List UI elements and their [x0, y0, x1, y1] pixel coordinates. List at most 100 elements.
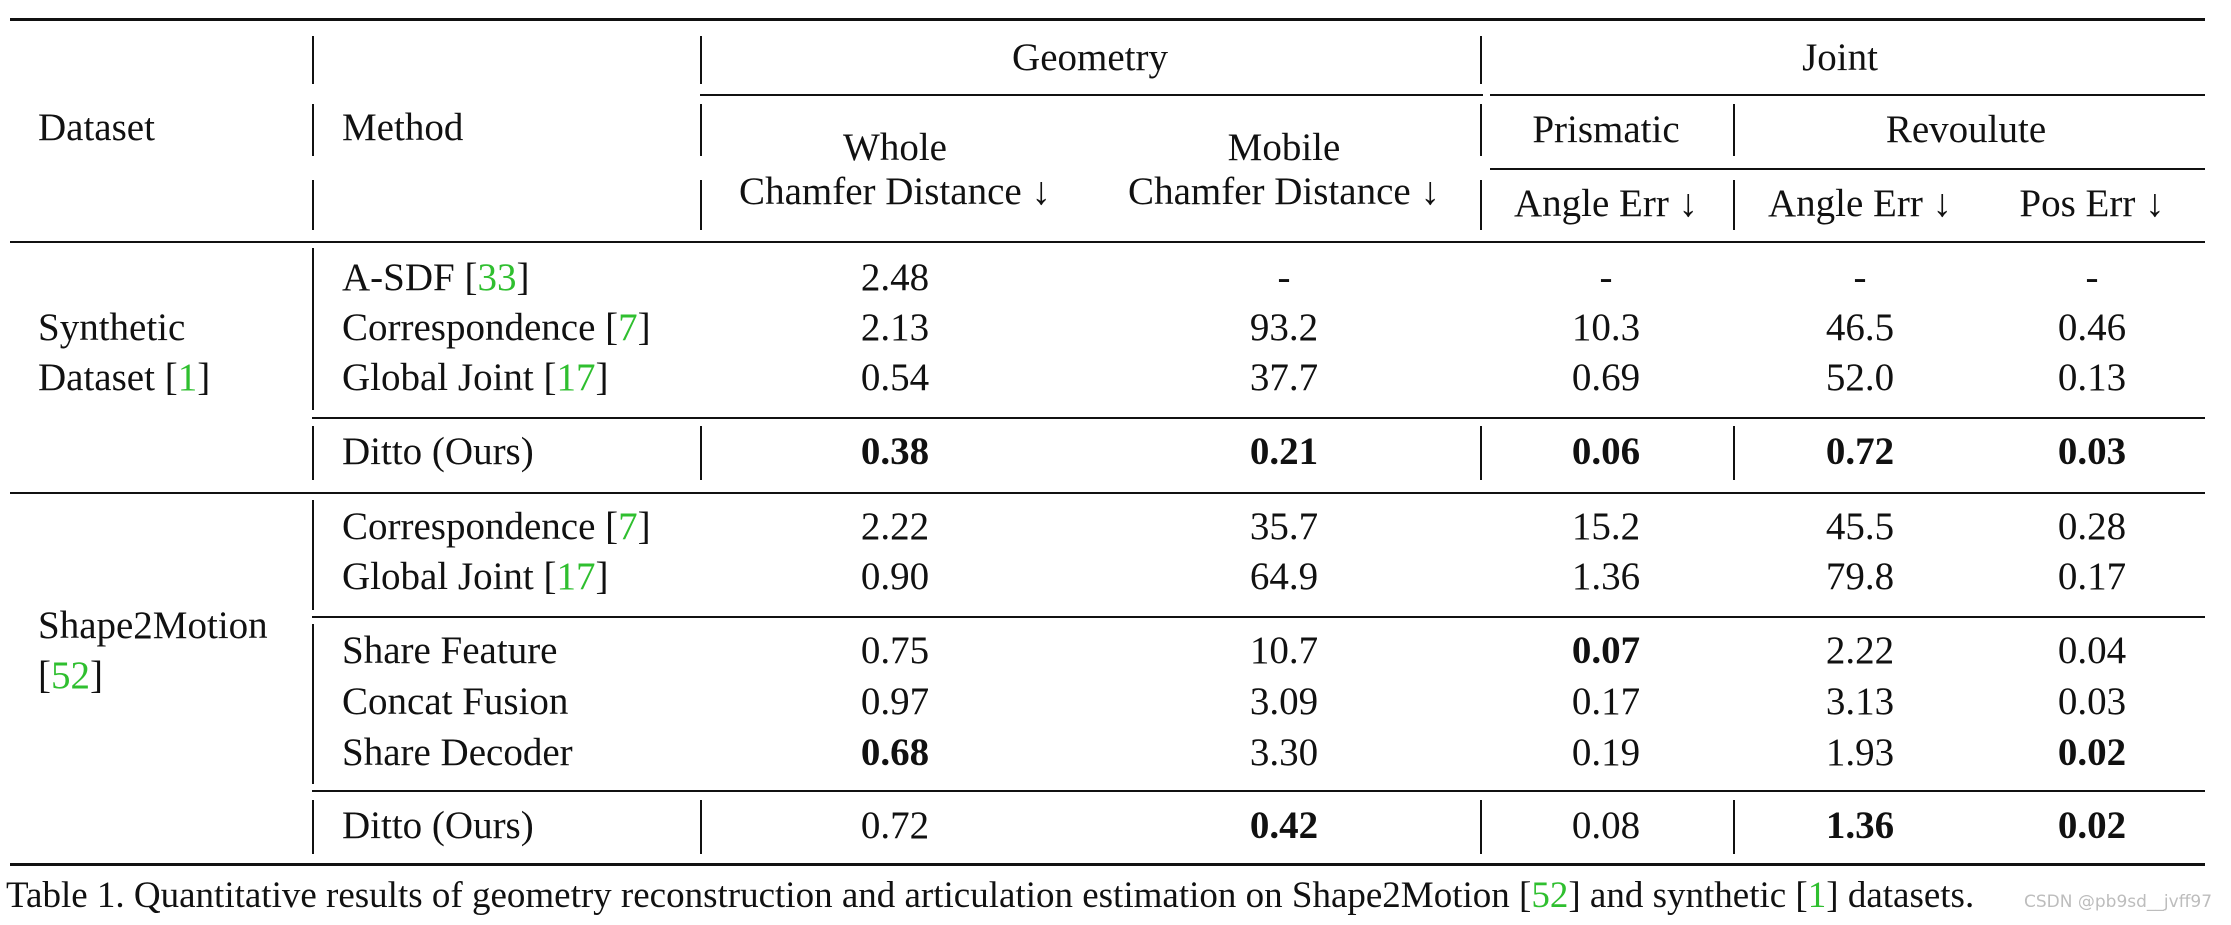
citation-link[interactable]: 7	[618, 306, 638, 349]
whole-cd-cell: 0.97	[860, 680, 930, 723]
revolute-angle-cell: 2.22	[1825, 629, 1895, 672]
revolute-angle-cell: 45.5	[1825, 505, 1895, 548]
citation-link[interactable]: 33	[477, 256, 517, 299]
citation-link[interactable]: 1	[1807, 875, 1827, 916]
citation-link[interactable]: 17	[556, 356, 596, 399]
header-joint: Joint	[1802, 36, 1878, 79]
revolute-pos-cell: -	[2085, 256, 2099, 299]
table-caption: Table 1. Quantitative results of geometr…	[6, 875, 1975, 916]
vrule	[1733, 104, 1735, 156]
mobile-cd-cell: 93.2	[1249, 306, 1319, 349]
revolute-pos-cell: 0.13	[2057, 356, 2127, 399]
geometry-underline	[700, 94, 1483, 96]
whole-cd-cell: 2.48	[860, 256, 930, 299]
citation-link[interactable]: 17	[556, 555, 596, 598]
synthetic-ditto-rule	[312, 417, 2205, 419]
vrule	[312, 624, 314, 784]
vrule	[1480, 800, 1482, 854]
mobile-cd-cell: 3.30	[1249, 731, 1319, 774]
revolute-underline	[1490, 168, 2205, 170]
whole-cd-cell: 0.75	[860, 629, 930, 672]
method-cell: Global Joint [17]	[342, 356, 609, 399]
vrule	[312, 248, 314, 410]
revolute-angle-cell: 46.5	[1825, 306, 1895, 349]
vrule	[1733, 180, 1735, 230]
dataset-synthetic-line2: Dataset [1]	[38, 356, 211, 399]
header-mobile-metric: Chamfer Distance ↓	[1128, 170, 1440, 213]
method-cell: A-SDF [33]	[342, 256, 530, 299]
prismatic-angle-cell: 10.3	[1571, 306, 1641, 349]
prismatic-angle-cell: -	[1599, 256, 1613, 299]
vrule	[312, 800, 314, 854]
whole-cd-cell: 0.54	[860, 356, 930, 399]
mobile-cd-cell: 0.21	[1249, 430, 1319, 473]
method-cell: Correspondence [7]	[342, 306, 651, 349]
citation-link[interactable]: 1	[177, 356, 198, 399]
revolute-angle-cell: 79.8	[1825, 555, 1895, 598]
method-cell: Share Feature	[342, 629, 558, 672]
vrule	[700, 36, 702, 84]
vrule	[1480, 180, 1482, 230]
vrule	[312, 36, 314, 84]
dataset-shape2motion: Shape2Motion	[38, 604, 268, 647]
prismatic-angle-cell: 15.2	[1571, 505, 1641, 548]
mobile-cd-cell: 35.7	[1249, 505, 1319, 548]
watermark: CSDN @pb9sd__jvff97	[2024, 892, 2213, 912]
whole-cd-cell: 2.22	[860, 505, 930, 548]
mobile-cd-cell: 64.9	[1249, 555, 1319, 598]
revolute-angle-cell: -	[1853, 256, 1867, 299]
mobile-cd-cell: -	[1277, 256, 1291, 299]
method-cell: Share Decoder	[342, 731, 573, 774]
whole-cd-cell: 0.72	[860, 804, 930, 847]
citation-link[interactable]: 52	[51, 654, 90, 697]
dataset-synthetic: Synthetic	[38, 306, 186, 349]
method-cell: Ditto (Ours)	[342, 430, 534, 473]
revolute-pos-cell: 0.17	[2057, 555, 2127, 598]
bottom-rule	[10, 863, 2205, 866]
prismatic-angle-cell: 0.08	[1571, 804, 1641, 847]
vrule	[1733, 426, 1735, 480]
vrule	[1480, 36, 1482, 84]
joint-underline	[1490, 94, 2205, 96]
revolute-angle-cell: 52.0	[1825, 356, 1895, 399]
vrule	[1733, 800, 1735, 854]
whole-cd-cell: 0.90	[860, 555, 930, 598]
header-revolute-pos: Pos Err ↓	[2019, 182, 2165, 225]
mobile-cd-cell: 37.7	[1249, 356, 1319, 399]
vrule	[700, 104, 702, 156]
mobile-cd-cell: 0.42	[1249, 804, 1319, 847]
mobile-cd-cell: 3.09	[1249, 680, 1319, 723]
vrule	[700, 180, 702, 230]
header-rule	[10, 241, 2205, 243]
ablation-rule	[312, 616, 2205, 618]
shape-ditto-rule	[312, 790, 2205, 792]
top-rule	[10, 18, 2205, 21]
header-mobile: Mobile	[1227, 126, 1341, 169]
vrule	[312, 500, 314, 610]
revolute-pos-cell: 0.04	[2057, 629, 2127, 672]
revolute-pos-cell: 0.03	[2057, 430, 2127, 473]
whole-cd-cell: 2.13	[860, 306, 930, 349]
header-dataset: Dataset	[38, 106, 155, 149]
vrule	[700, 800, 702, 854]
citation-link[interactable]: 7	[618, 505, 638, 548]
revolute-pos-cell: 0.03	[2057, 680, 2127, 723]
prismatic-angle-cell: 1.36	[1571, 555, 1641, 598]
vrule	[312, 104, 314, 156]
prismatic-angle-cell: 0.17	[1571, 680, 1641, 723]
header-prismatic: Prismatic	[1532, 108, 1680, 151]
header-revolute-angle: Angle Err ↓	[1767, 182, 1953, 225]
revolute-pos-cell: 0.46	[2057, 306, 2127, 349]
whole-cd-cell: 0.38	[860, 430, 930, 473]
citation-link[interactable]: 52	[1531, 875, 1569, 916]
vrule	[1480, 104, 1482, 156]
vrule	[312, 426, 314, 480]
prismatic-angle-cell: 0.19	[1571, 731, 1641, 774]
dataset-shape2motion-ref: [52]	[38, 654, 103, 697]
revolute-pos-cell: 0.02	[2057, 731, 2127, 774]
method-cell: Global Joint [17]	[342, 555, 609, 598]
vrule	[312, 180, 314, 230]
header-revolute: Revoulute	[1885, 108, 2047, 151]
method-cell: Ditto (Ours)	[342, 804, 534, 847]
header-whole-metric: Chamfer Distance ↓	[739, 170, 1051, 213]
